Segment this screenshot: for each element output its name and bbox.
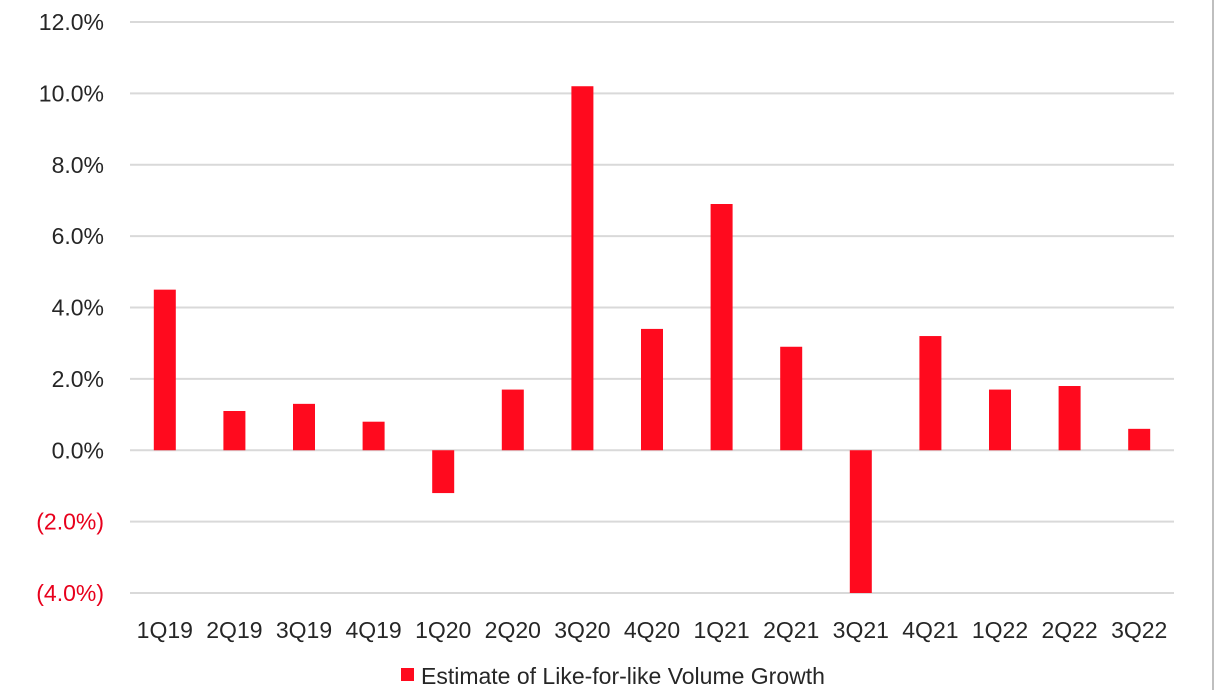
gridlines	[130, 21, 1174, 594]
bar-4q19	[362, 421, 385, 451]
y-axis: 12.0% 10.0% 8.0% 6.0% 4.0% 2.0% 0.0% (2.0%) (4.0…	[36, 9, 104, 606]
bar-2q19	[223, 410, 246, 451]
x-tick-label: 4Q19	[345, 617, 401, 643]
bars	[153, 86, 1151, 593]
y-tick-label: (2.0%)	[36, 509, 104, 535]
legend: Estimate of Like-for-like Volume Growth	[401, 663, 825, 689]
y-tick-label: 0.0%	[52, 437, 104, 463]
y-tick-label: 2.0%	[52, 366, 104, 392]
x-tick-label: 1Q20	[415, 617, 471, 643]
y-tick-label: 10.0%	[39, 80, 104, 106]
x-tick-label: 1Q22	[972, 617, 1028, 643]
x-tick-label: 3Q21	[833, 617, 889, 643]
bar-4q21	[919, 336, 942, 451]
bar-2q20	[501, 389, 524, 451]
y-tick-label: 12.0%	[39, 9, 104, 35]
x-tick-label: 2Q19	[206, 617, 262, 643]
x-tick-label: 3Q22	[1111, 617, 1167, 643]
x-tick-label: 4Q21	[902, 617, 958, 643]
x-axis: 1Q19 2Q19 3Q19 4Q19 1Q20 2Q20 3Q20 4Q20 1Q21 2Q21…	[137, 617, 1168, 643]
x-tick-label: 3Q19	[276, 617, 332, 643]
bar-3q22	[1128, 428, 1151, 451]
bar-1q20	[432, 450, 455, 494]
bar-4q20	[641, 328, 663, 451]
x-tick-label: 1Q19	[137, 617, 193, 643]
legend-label: Estimate of Like-for-like Volume Growth	[421, 663, 825, 689]
bar-1q22	[989, 389, 1011, 451]
bar-1q21	[710, 204, 733, 451]
x-tick-label: 1Q21	[693, 617, 749, 643]
bar-1q19	[153, 289, 176, 451]
y-tick-label: 8.0%	[52, 152, 104, 178]
x-tick-label: 2Q20	[485, 617, 541, 643]
x-tick-label: 2Q22	[1041, 617, 1097, 643]
y-tick-label: 6.0%	[52, 223, 104, 249]
legend-swatch	[401, 668, 414, 681]
bar-2q22	[1058, 386, 1081, 451]
bar-3q19	[293, 403, 315, 451]
x-tick-label: 3Q20	[554, 617, 610, 643]
x-tick-label: 2Q21	[763, 617, 819, 643]
y-tick-label: 4.0%	[52, 295, 104, 321]
y-tick-label: (4.0%)	[36, 580, 104, 606]
bar-2q21	[780, 346, 803, 451]
bar-3q20	[571, 86, 594, 451]
bar-3q21	[849, 450, 872, 593]
x-tick-label: 4Q20	[624, 617, 680, 643]
